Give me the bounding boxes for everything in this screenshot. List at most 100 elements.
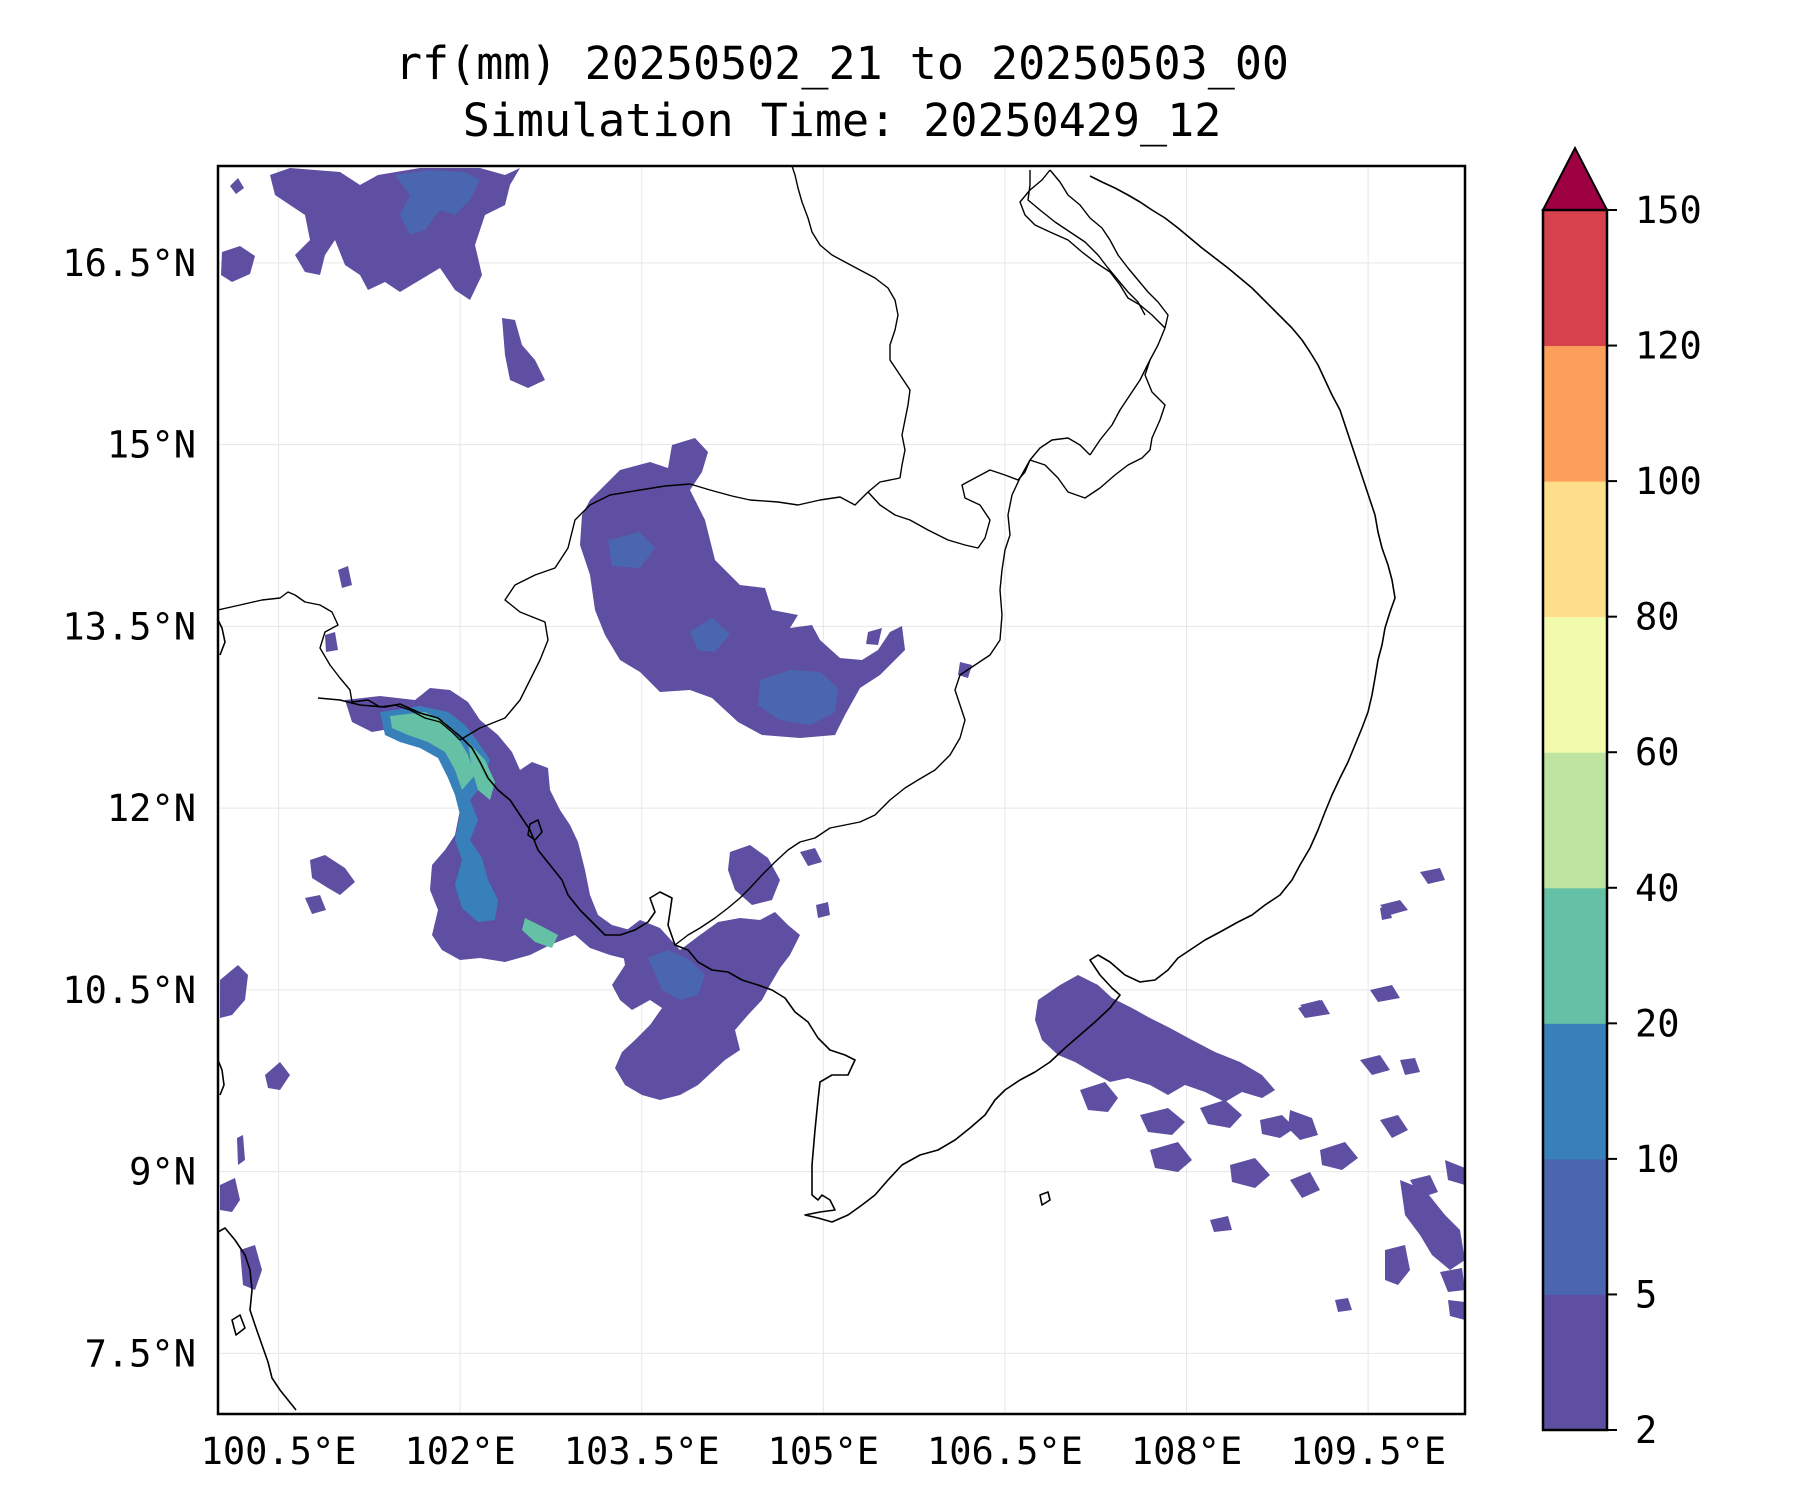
rain-patch-sea-9: [1290, 1172, 1320, 1198]
rain-patch-gulf: [345, 688, 645, 962]
colorbar-tick-label: 100: [1635, 460, 1702, 503]
rain-patch-cambodia-3: [690, 618, 730, 652]
rain-patch-delta: [1035, 975, 1275, 1102]
x-tick-label: 103.5°E: [564, 1430, 720, 1473]
map-frame: [216, 164, 1467, 1416]
border-thailand-cambodia-north: [459, 477, 901, 741]
colorbar-band: [1543, 1023, 1607, 1160]
x-tick-label: 102°E: [404, 1430, 515, 1473]
border-laos-vietnam: [1019, 169, 1166, 329]
coastline-west-2: [218, 1059, 225, 1096]
rain-patch-southcoast-20mm: [648, 950, 705, 1000]
rain-patch-sea-19: [1448, 1300, 1465, 1320]
map-area: [218, 166, 1465, 1414]
colorbar-frame: [1541, 208, 1609, 1432]
border-laos-thailand: [791, 166, 911, 479]
colorbar-band: [1543, 1158, 1607, 1295]
colorbar-bands: [1543, 210, 1607, 1431]
rain-patch-cambodia: [580, 438, 905, 738]
rain-patch-sea-21: [1380, 900, 1408, 915]
rain-patch-sea-16: [1445, 1160, 1465, 1185]
colorbar-band: [1543, 345, 1607, 482]
rain-patch-cambodia-5: [866, 628, 882, 645]
title-line-1: rf(mm) 20250502_21 to 20250503_00: [395, 37, 1289, 90]
rain-patch-northwest-2: [395, 170, 480, 235]
colorbar-band: [1543, 481, 1607, 618]
y-tick-label: 13.5°N: [62, 605, 196, 648]
rain-patch-sea-8: [1320, 1142, 1358, 1170]
rain-patch-southwest-3: [220, 1178, 240, 1212]
island-3: [231, 1314, 246, 1336]
colorbar-tick-label: 40: [1635, 867, 1680, 910]
colorbar-tick-label: 10: [1635, 1138, 1680, 1181]
border-laos-east-3: [1027, 170, 1146, 316]
rain-patch-gulf-40mm-2: [468, 742, 495, 800]
colorbar-extend-arrow: [1541, 145, 1609, 211]
rain-patch-southwest-1: [220, 965, 248, 1018]
colorbar-tick-label: 80: [1635, 596, 1680, 639]
rain-patch-sea-6: [1230, 1158, 1270, 1188]
rainfall-fill: [220, 168, 1465, 1320]
colorbar-tick-label: 2: [1635, 1409, 1657, 1452]
coastlines: [218, 175, 1396, 1411]
rain-patch-sea-15: [1400, 1180, 1465, 1270]
coastline-peninsula: [218, 1227, 297, 1411]
colorbar-band: [1543, 752, 1607, 889]
rain-patch-southcoast-2: [728, 845, 780, 905]
rain-patch-southwest-2: [265, 1062, 290, 1090]
rain-patch-sea-4: [1260, 1115, 1295, 1138]
border-laos-east-2: [1089, 359, 1151, 456]
colorbar-tick-label: 150: [1635, 189, 1702, 232]
rain-patch-gulf-40mm-3: [522, 918, 558, 948]
rain-patch-sea-17: [1385, 1245, 1410, 1285]
y-tick-label: 10.5°N: [62, 969, 196, 1012]
colorbar-band: [1543, 887, 1607, 1024]
rain-patch-gulf-4: [338, 566, 352, 588]
colorbar-band: [1543, 210, 1607, 347]
colorbar-tick-label: 120: [1635, 325, 1702, 368]
colorbar-ticks: 2 5 10 20 40 60 80 100 120 150: [1607, 189, 1702, 1452]
y-tick-label: 9°N: [129, 1151, 196, 1194]
rain-patch-gulf-2: [310, 855, 355, 895]
x-tick-label: 105°E: [768, 1430, 879, 1473]
border-laos-cambodia: [867, 459, 1031, 549]
rain-patch-sea-5: [1150, 1142, 1192, 1172]
border-cambodia-vietnam-south: [674, 459, 1031, 946]
x-tick-label: 108°E: [1131, 1430, 1242, 1473]
y-tick-label: 7.5°N: [85, 1332, 196, 1375]
rain-patch-northwest-3: [221, 246, 255, 282]
rain-patch-sea-13: [1400, 1058, 1420, 1075]
rain-patch-sea-2: [1140, 1108, 1185, 1135]
rain-patch-southcoast-4: [816, 902, 830, 918]
y-tick-label: 15°N: [107, 424, 196, 467]
rain-patch-sea-25: [1210, 1216, 1232, 1232]
coastline-west: [218, 619, 226, 656]
rain-patch-sea-18: [1440, 1268, 1465, 1292]
rain-patch-sea-10: [1380, 1115, 1408, 1138]
colorbar-band: [1543, 616, 1607, 753]
title-line-2: Simulation Time: 20250429_12: [463, 94, 1222, 147]
rain-patch-sea-7: [1288, 1110, 1318, 1140]
colorbar-tick-label: 20: [1635, 1002, 1680, 1045]
rain-patch-gulf-3: [305, 895, 326, 914]
rain-patch-southcoast-3: [800, 848, 822, 866]
colorbar-band: [1543, 1294, 1607, 1431]
x-axis-ticks: 100.5°E 102°E 103.5°E 105°E 106.5°E 108°E 109.…: [201, 1430, 1447, 1473]
rain-patch-cambodia-2: [758, 670, 838, 725]
rain-patch-gulf-40mm: [390, 712, 475, 790]
rain-patch-sea-26: [1335, 1298, 1352, 1312]
x-tick-label: 100.5°E: [201, 1430, 357, 1473]
borders: [218, 166, 1169, 946]
rain-patch-cambodia-4: [608, 532, 655, 568]
rain-patch-gulf-5: [325, 632, 338, 652]
border-cambodia-vietnam: [1029, 327, 1166, 499]
island-1: [527, 819, 543, 841]
border-laos-east: [1049, 169, 1169, 329]
rain-patch-sea-11: [1360, 1055, 1390, 1075]
coastline-gulf: [317, 175, 1396, 1223]
y-tick-label: 12°N: [107, 787, 196, 830]
x-tick-label: 106.5°E: [927, 1430, 1083, 1473]
island-2: [1039, 1191, 1051, 1206]
border-laos-cambodia-east: [1029, 437, 1091, 461]
colorbar-tick-label: 5: [1635, 1273, 1657, 1316]
